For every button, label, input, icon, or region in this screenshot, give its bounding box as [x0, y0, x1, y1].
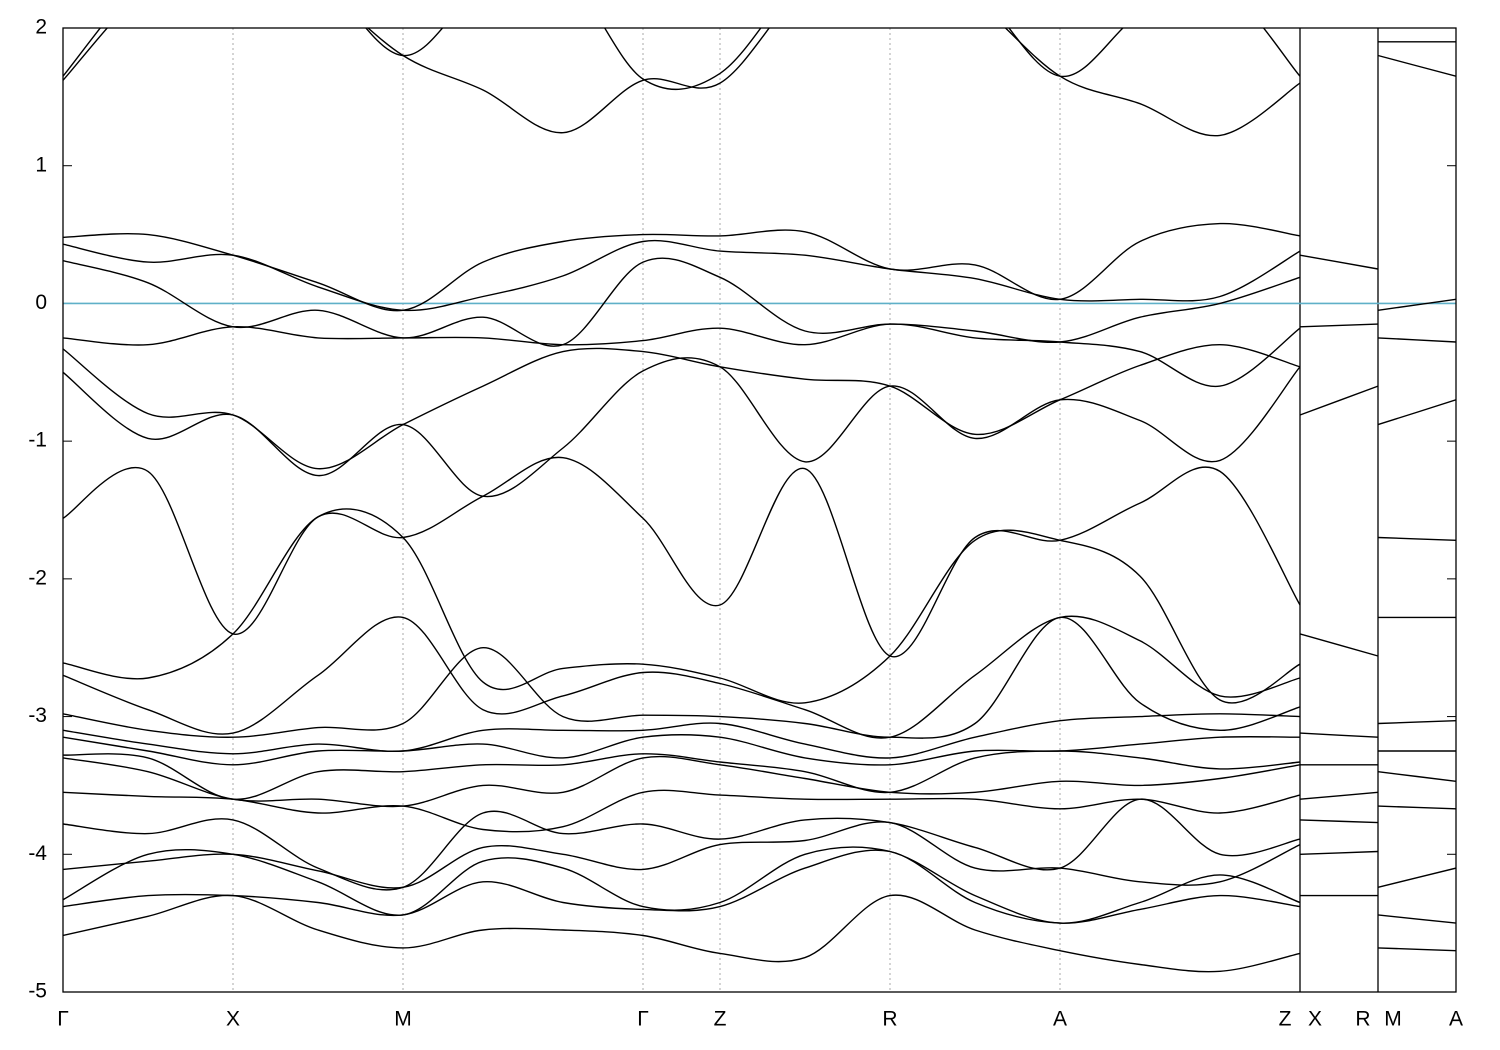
band — [63, 789, 1301, 833]
band — [63, 456, 1456, 658]
band — [63, 357, 1301, 498]
y-tick-label: -2 — [28, 566, 47, 589]
band — [63, 615, 1456, 739]
band — [63, 821, 1379, 889]
y-tick-label: -5 — [28, 980, 47, 1003]
band — [63, 798, 1456, 891]
y-tick-label: -1 — [28, 429, 47, 452]
band — [63, 508, 1456, 704]
x-tick-label: M — [394, 1008, 412, 1031]
y-tick-label: 0 — [35, 291, 47, 314]
y-tick-label: -3 — [28, 704, 47, 727]
x-tick-label: Γ — [57, 1008, 69, 1031]
band — [63, 239, 1301, 312]
x-tick-label: X — [226, 1008, 240, 1031]
band — [63, 849, 1378, 924]
x-tick-label: Z — [1279, 1008, 1292, 1031]
band — [63, 733, 1301, 766]
band — [63, 846, 1456, 924]
band — [63, 750, 1456, 800]
band — [63, 755, 1456, 810]
y-tick-label: 1 — [35, 153, 47, 176]
plot-frame — [62, 27, 1457, 993]
x-tick-label: R — [882, 1008, 897, 1031]
bands — [63, 28, 1456, 973]
x-tick-label: Z — [714, 1008, 727, 1031]
x-tick-label: A — [1053, 1008, 1067, 1031]
band — [63, 616, 1301, 739]
x-tick-label: X — [1308, 1008, 1322, 1031]
band — [63, 713, 1456, 766]
y-tick-label: 2 — [35, 16, 47, 39]
x-tick-label: M — [1384, 1008, 1402, 1031]
x-tick-label: Γ — [637, 1008, 649, 1031]
x-tick-label: R — [1355, 1008, 1370, 1031]
x-tick-label: A — [1449, 1008, 1463, 1031]
band — [63, 323, 1301, 387]
band — [63, 894, 1456, 973]
y-tick-label: -4 — [28, 842, 47, 865]
band — [63, 343, 1456, 470]
band — [63, 257, 1456, 347]
band — [63, 28, 1456, 137]
band — [63, 28, 1456, 91]
